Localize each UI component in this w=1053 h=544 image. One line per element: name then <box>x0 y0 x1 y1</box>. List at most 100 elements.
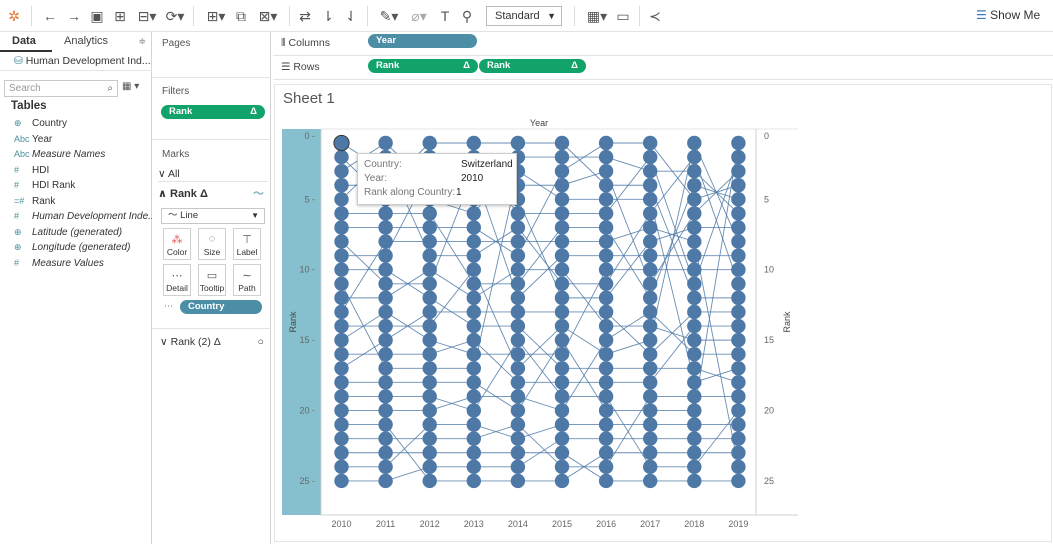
rank-point[interactable] <box>687 234 702 249</box>
rank-point[interactable] <box>510 318 526 334</box>
rank-point[interactable] <box>422 473 437 489</box>
search-input[interactable]: Search ⌕ <box>4 80 118 97</box>
rank-point[interactable] <box>731 206 746 221</box>
share-icon[interactable]: ≺ <box>649 8 661 24</box>
columns-pill-year[interactable]: Year <box>368 34 477 48</box>
rank-point[interactable] <box>687 431 702 446</box>
rank-point[interactable] <box>422 459 437 475</box>
rank-point[interactable] <box>731 459 746 475</box>
rank-point[interactable] <box>466 375 481 390</box>
rank-point[interactable] <box>687 347 702 362</box>
rank-point[interactable] <box>554 361 570 376</box>
rank-point[interactable] <box>598 361 614 376</box>
rank-point[interactable] <box>554 276 570 291</box>
rank-point[interactable] <box>598 192 614 207</box>
rank-point[interactable] <box>643 318 658 334</box>
rank-point[interactable] <box>554 332 570 348</box>
columns-shelf[interactable]: ⦀ Columns Year <box>273 32 1053 56</box>
rank-point[interactable] <box>334 347 349 362</box>
rank-point[interactable] <box>334 178 349 193</box>
rank-point[interactable] <box>422 389 437 404</box>
rank-point[interactable] <box>554 347 570 362</box>
rank-point[interactable] <box>334 473 349 489</box>
sort-descending-icon[interactable]: ⇃ <box>345 8 357 24</box>
rank-point[interactable] <box>554 135 570 151</box>
rank-point[interactable] <box>334 431 349 446</box>
rank-point[interactable] <box>687 332 702 348</box>
rank-point[interactable] <box>334 220 349 235</box>
field-hdi-rank[interactable]: # HDI Rank <box>14 178 75 193</box>
rank-point[interactable] <box>422 276 437 291</box>
new-datasource-icon[interactable]: ⊞ <box>114 8 126 24</box>
rank-point[interactable] <box>334 206 349 221</box>
highlight-icon[interactable]: ✎▾ <box>379 8 399 24</box>
redo-icon[interactable]: → <box>67 8 81 24</box>
rank-point[interactable] <box>510 389 526 404</box>
rank-point[interactable] <box>643 248 658 263</box>
rank-point[interactable] <box>334 389 349 404</box>
rank-point[interactable] <box>334 445 349 460</box>
rank-point[interactable] <box>510 459 526 475</box>
country-detail-pill[interactable]: Country <box>180 300 262 314</box>
rank-point[interactable] <box>731 347 746 362</box>
rank-point[interactable] <box>643 473 658 489</box>
rank-point[interactable] <box>554 192 570 207</box>
rank-point[interactable] <box>687 304 702 320</box>
rank-point[interactable] <box>466 135 481 151</box>
save-icon[interactable]: ▣ <box>90 8 104 24</box>
show-me-button[interactable]: ☰ Show Me <box>976 8 1040 22</box>
rank-point[interactable] <box>598 262 614 277</box>
rank-point[interactable] <box>731 290 746 306</box>
rank-point[interactable] <box>422 417 437 432</box>
rank-point[interactable] <box>466 417 481 432</box>
rank-point[interactable] <box>731 248 746 263</box>
field-latitude-generated[interactable]: ⊕ Latitude (generated) <box>14 225 122 240</box>
rank-point[interactable] <box>510 234 526 249</box>
refresh-icon[interactable]: ⟳▾ <box>165 8 185 24</box>
rank-point[interactable] <box>422 375 437 390</box>
rank-point[interactable] <box>643 332 658 348</box>
rank-point[interactable] <box>643 262 658 277</box>
rank-point[interactable] <box>466 347 481 362</box>
rank-point[interactable] <box>466 206 481 221</box>
rank-point[interactable] <box>687 192 702 207</box>
rank-point[interactable] <box>731 149 746 165</box>
rank-point[interactable] <box>510 332 526 348</box>
rank-point[interactable] <box>598 332 614 348</box>
collapse-icon[interactable]: ≑ <box>138 36 146 46</box>
rank-point[interactable] <box>598 304 614 320</box>
rank-point[interactable] <box>466 234 481 249</box>
rank-point[interactable] <box>334 304 349 320</box>
rank-point[interactable] <box>510 361 526 376</box>
rank-point[interactable] <box>466 248 481 263</box>
field-measure-values[interactable]: # Measure Values <box>14 256 104 271</box>
rank-point[interactable] <box>687 220 702 235</box>
new-worksheet-icon[interactable]: ⊞▾ <box>206 8 226 24</box>
rank-point[interactable] <box>378 290 393 306</box>
rank-point[interactable] <box>510 262 526 277</box>
rank-point[interactable] <box>643 431 658 446</box>
rank-point[interactable] <box>510 304 526 320</box>
rank-point[interactable] <box>334 276 349 291</box>
rank-point[interactable] <box>510 473 526 489</box>
rank-point[interactable] <box>378 220 393 235</box>
rank-point[interactable] <box>510 445 526 460</box>
rank-point[interactable] <box>643 389 658 404</box>
rank-point[interactable] <box>598 276 614 291</box>
rank-point[interactable] <box>422 304 437 320</box>
swap-rows-columns-icon[interactable]: ⇄ <box>299 8 311 24</box>
marks-all-row[interactable]: ∨ All <box>158 166 268 182</box>
field-hdi[interactable]: # HDI <box>14 163 49 178</box>
rank-point[interactable] <box>422 206 437 221</box>
rank-point[interactable] <box>643 206 658 221</box>
rank-point[interactable] <box>687 276 702 291</box>
rank-point[interactable] <box>687 375 702 390</box>
rank-point[interactable] <box>378 135 393 151</box>
rank-point[interactable] <box>687 417 702 432</box>
rank-point[interactable] <box>598 459 614 475</box>
rank-point[interactable] <box>334 163 349 179</box>
rank-point[interactable] <box>687 403 702 418</box>
rank-point[interactable] <box>731 220 746 235</box>
rank-point[interactable] <box>378 473 393 489</box>
rank-point[interactable] <box>687 389 702 404</box>
